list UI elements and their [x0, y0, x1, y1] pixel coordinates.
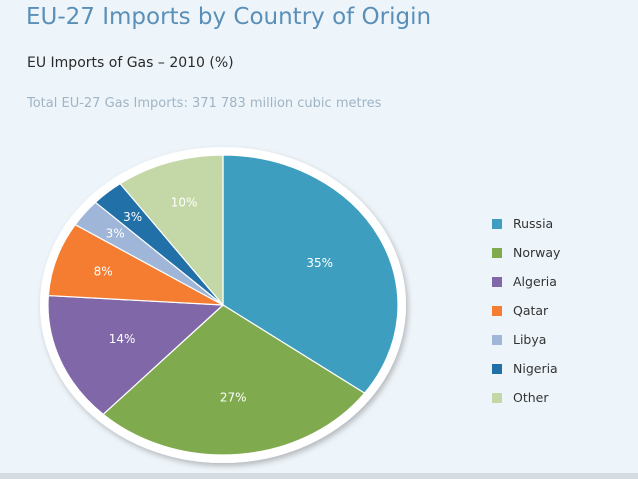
pie-label-russia: 35%: [306, 256, 333, 270]
pie-slice-other: [119, 154, 224, 307]
legend-swatch: [492, 392, 502, 403]
legend-label: Russia: [513, 216, 554, 231]
legend-swatch: [492, 363, 502, 374]
total-imports-note: Total EU-27 Gas Imports: 371 783 million…: [27, 96, 382, 111]
legend-swatch: [492, 305, 502, 316]
legend-item-libya: Libya: [492, 325, 612, 354]
pie-slice-algeria: [47, 294, 225, 416]
legend-label: Qatar: [513, 303, 549, 318]
legend-item-qatar: Qatar: [492, 296, 612, 325]
legend-label: Algeria: [513, 274, 557, 289]
pie-label-other: 10%: [171, 195, 198, 209]
pie-label-algeria: 14%: [109, 332, 136, 346]
legend-label: Other: [513, 390, 549, 405]
pie-slice-norway: [102, 304, 366, 456]
pie-label-libya: 3%: [106, 226, 125, 240]
pie-label-qatar: 8%: [94, 265, 113, 279]
chart-subtitle: EU Imports of Gas – 2010 (%): [27, 55, 234, 71]
legend-swatch: [492, 218, 502, 229]
legend-swatch: [492, 247, 502, 258]
chart-legend: Russia Norway Algeria Qatar Libya Nigeria Othe…: [492, 209, 612, 412]
legend-swatch: [492, 276, 502, 287]
legend-item-nigeria: Nigeria: [492, 354, 612, 383]
pie-slice-russia: [222, 154, 399, 394]
page-title: EU-27 Imports by Country of Origin: [26, 4, 432, 30]
bottom-bar: [0, 473, 638, 479]
legend-item-russia: Russia: [492, 209, 612, 238]
legend-label: Libya: [513, 332, 547, 347]
pie-label-nigeria: 3%: [123, 210, 142, 224]
legend-swatch: [492, 334, 502, 345]
legend-item-other: Other: [492, 383, 612, 412]
legend-label: Nigeria: [513, 361, 558, 376]
legend-item-algeria: Algeria: [492, 267, 612, 296]
pie-label-norway: 27%: [220, 391, 247, 405]
legend-label: Norway: [513, 245, 561, 260]
legend-item-norway: Norway: [492, 238, 612, 267]
